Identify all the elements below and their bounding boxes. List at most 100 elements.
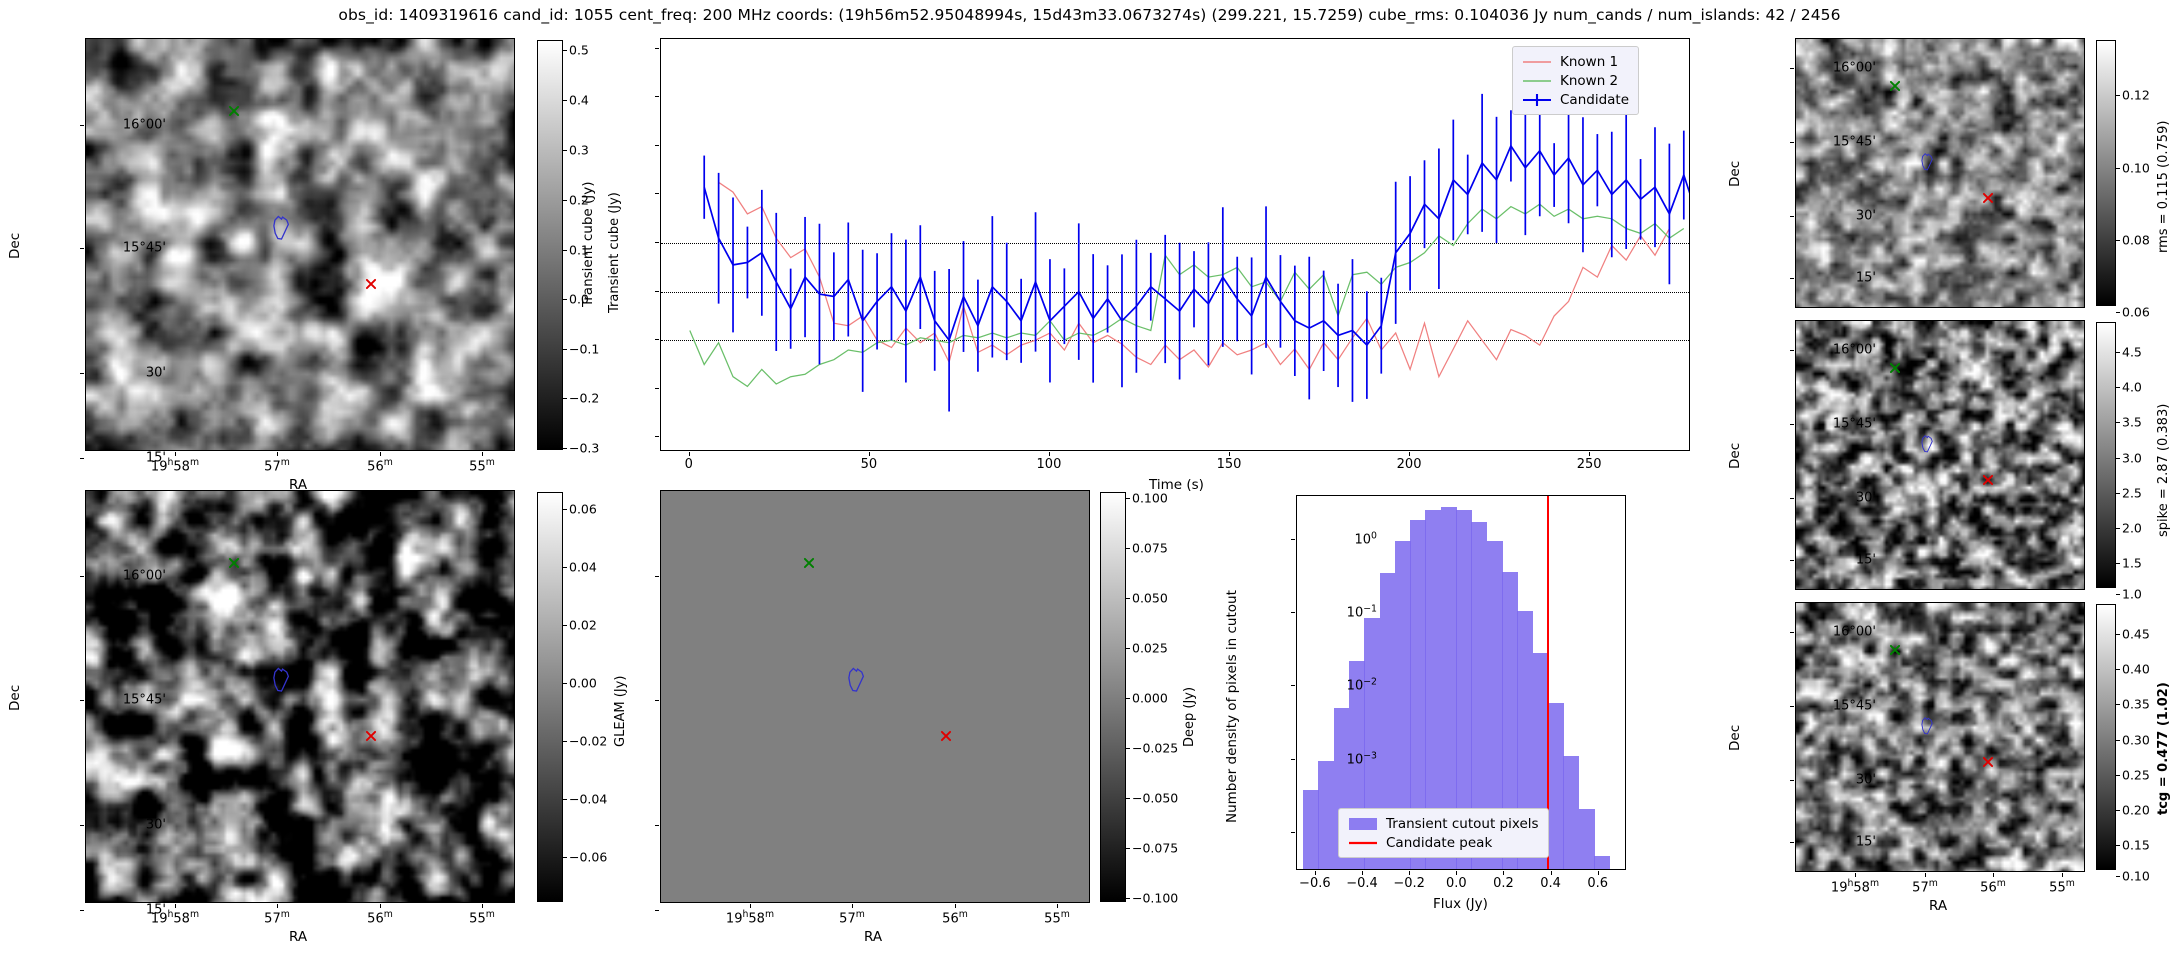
rms-map[interactable] xyxy=(1795,38,2085,308)
tcg-map[interactable] xyxy=(1795,602,2085,872)
transient-cube-colorbar-label: Transient cube (Jy) xyxy=(607,192,622,313)
spike-map-colorbar[interactable] xyxy=(2096,322,2116,588)
histogram-x-tick-label: 0.4 xyxy=(1540,876,1561,891)
dec-tick-label: 15°45' xyxy=(1832,416,1876,432)
spike-map[interactable] xyxy=(1795,320,2085,590)
dec-tick-label: 15°45' xyxy=(122,692,166,708)
histogram-legend[interactable]: Transient cutout pixels Candidate peak xyxy=(1338,808,1549,858)
dec-tick-label: 16°00' xyxy=(1832,60,1876,76)
colorbar-tick-label: 1.0 xyxy=(2122,586,2142,602)
gleam-map[interactable] xyxy=(85,490,515,903)
ra-tick xyxy=(852,904,853,908)
legend-swatch xyxy=(1522,55,1552,69)
ra-axis-label: RA xyxy=(289,929,308,945)
legend-label: Candidate peak xyxy=(1386,834,1493,851)
colorbar-tick-label: 0.35 xyxy=(2122,696,2150,712)
colorbar-tick xyxy=(2116,168,2120,169)
histogram-bar xyxy=(1410,520,1427,869)
dec-tick xyxy=(1790,216,1794,217)
ra-tick xyxy=(482,904,483,908)
dec-tick-label: 15' xyxy=(1855,552,1876,568)
histogram-bar xyxy=(1517,611,1534,869)
rms-map-colorbar-label: rms = 0.115 (0.759) xyxy=(2156,120,2171,253)
series-candidate xyxy=(703,144,1689,347)
known-source-2-marker xyxy=(940,730,951,741)
colorbar-tick xyxy=(563,799,567,800)
colorbar-tick-label: 3.5 xyxy=(2122,414,2142,430)
ra-axis-label: RA xyxy=(289,477,308,493)
lightcurve-legend[interactable]: Known 1 Known 2 Candidate xyxy=(1512,46,1640,115)
transient-cube-map[interactable] xyxy=(85,38,515,451)
colorbar-tick-label: −0.050 xyxy=(1132,790,1179,806)
ra-tick xyxy=(380,452,381,456)
legend-row: Candidate xyxy=(1522,90,1629,109)
colorbar-tick xyxy=(2116,740,2120,741)
deep-colorbar[interactable] xyxy=(1100,492,1126,902)
histogram-y-tick-label: 10−3 xyxy=(1346,749,1377,768)
ra-tick xyxy=(175,452,176,456)
colorbar-tick-label: 0.30 xyxy=(2122,732,2150,748)
histogram-x-tick xyxy=(1409,871,1411,875)
colorbar-tick-label: 0.15 xyxy=(2122,837,2150,853)
histogram-bar xyxy=(1594,856,1610,869)
lightcurve-x-tick xyxy=(1229,452,1231,456)
legend-row: Known 2 xyxy=(1522,71,1629,90)
lightcurve-y-axis-label: Transient cube (Jy) xyxy=(580,180,596,307)
dec-tick-label: 30' xyxy=(1855,208,1876,224)
flux-histogram[interactable] xyxy=(1296,495,1626,870)
lightcurve-y-tick xyxy=(655,242,659,244)
ra-tick xyxy=(175,904,176,908)
colorbar-tick-label: 0.40 xyxy=(2122,661,2150,677)
colorbar-tick-label: 0.06 xyxy=(569,501,597,517)
dec-tick xyxy=(1790,842,1794,843)
colorbar-tick-label: 0.3 xyxy=(569,142,589,158)
colorbar-tick xyxy=(1126,698,1130,699)
ra-tick xyxy=(955,904,956,908)
legend-label: Known 1 xyxy=(1560,53,1619,70)
colorbar-tick xyxy=(2116,387,2120,388)
dec-axis-label: Dec xyxy=(7,232,23,259)
colorbar-tick xyxy=(563,398,567,399)
histogram-x-tick xyxy=(1503,871,1505,875)
ra-tick-label: 55m xyxy=(2049,878,2075,896)
rms-map-colorbar[interactable] xyxy=(2096,40,2116,306)
colorbar-tick xyxy=(563,250,567,251)
colorbar-tick-label: −0.3 xyxy=(569,440,600,456)
histogram-x-axis-label: Flux (Jy) xyxy=(1433,896,1488,912)
known-source-2-marker xyxy=(1982,475,1993,486)
histogram-bar xyxy=(1578,808,1595,869)
histogram-bar xyxy=(1394,541,1411,869)
tcg-map-colorbar[interactable] xyxy=(2096,604,2116,870)
deep-colorbar-label: Deep (Jy) xyxy=(1182,686,1197,747)
histogram-y-tick xyxy=(1291,539,1295,541)
histogram-y-tick xyxy=(1291,612,1295,614)
colorbar-tick xyxy=(563,567,567,568)
histogram-y-tick xyxy=(1291,685,1295,687)
lightcurve-x-tick xyxy=(688,452,690,456)
dec-tick xyxy=(1790,706,1794,707)
legend-label: Candidate xyxy=(1560,91,1630,108)
ra-tick xyxy=(277,452,278,456)
ra-tick-label: 57m xyxy=(1912,878,1938,896)
reference-line xyxy=(661,291,1689,293)
candidate-island-contour xyxy=(844,665,867,698)
colorbar-tick xyxy=(1126,898,1130,899)
colorbar-tick xyxy=(563,448,567,449)
colorbar-tick xyxy=(563,200,567,201)
dec-tick xyxy=(1790,498,1794,499)
colorbar-tick xyxy=(2116,240,2120,241)
dec-tick xyxy=(1790,560,1794,561)
colorbar-tick-label: −0.2 xyxy=(569,390,600,406)
gleam-colorbar[interactable] xyxy=(537,492,563,902)
colorbar-tick-label: 0.075 xyxy=(1132,540,1168,556)
ra-tick-label: 55m xyxy=(469,457,495,475)
lightcurve-y-tick xyxy=(655,193,659,195)
colorbar-tick-label: 0.00 xyxy=(569,675,597,691)
deep-map[interactable] xyxy=(660,490,1090,903)
colorbar-tick xyxy=(2116,876,2120,877)
transient-cube-colorbar[interactable] xyxy=(537,40,563,450)
colorbar-tick xyxy=(2116,563,2120,564)
histogram-bar xyxy=(1425,509,1442,869)
colorbar-tick xyxy=(2116,704,2120,705)
dec-tick xyxy=(655,910,659,911)
